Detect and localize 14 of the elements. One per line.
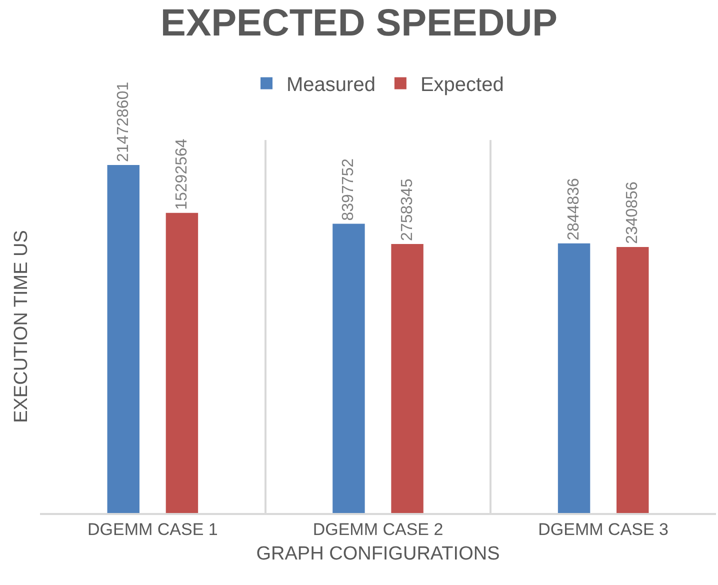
x-tick-label: DGEMM CASE 3: [538, 520, 669, 540]
data-label: 2844836: [566, 178, 583, 240]
y-axis-title: EXECUTION TIME US: [10, 230, 32, 423]
x-tick-label: DGEMM CASE 1: [87, 520, 218, 540]
x-axis-title: GRAPH CONFIGURATIONS: [256, 543, 500, 564]
data-label: 2758345: [398, 178, 416, 241]
chart-title: EXPECTED SPEEDUP: [160, 2, 558, 44]
legend-label: Measured: [286, 74, 376, 96]
data-label: 8397752: [340, 158, 358, 221]
legend-label: Expected: [420, 74, 504, 96]
data-label: 214728601: [114, 82, 132, 162]
x-tick-label: DGEMM CASE 2: [312, 520, 444, 540]
data-label: 15292564: [173, 138, 190, 210]
data-label: 2340856: [624, 182, 642, 244]
